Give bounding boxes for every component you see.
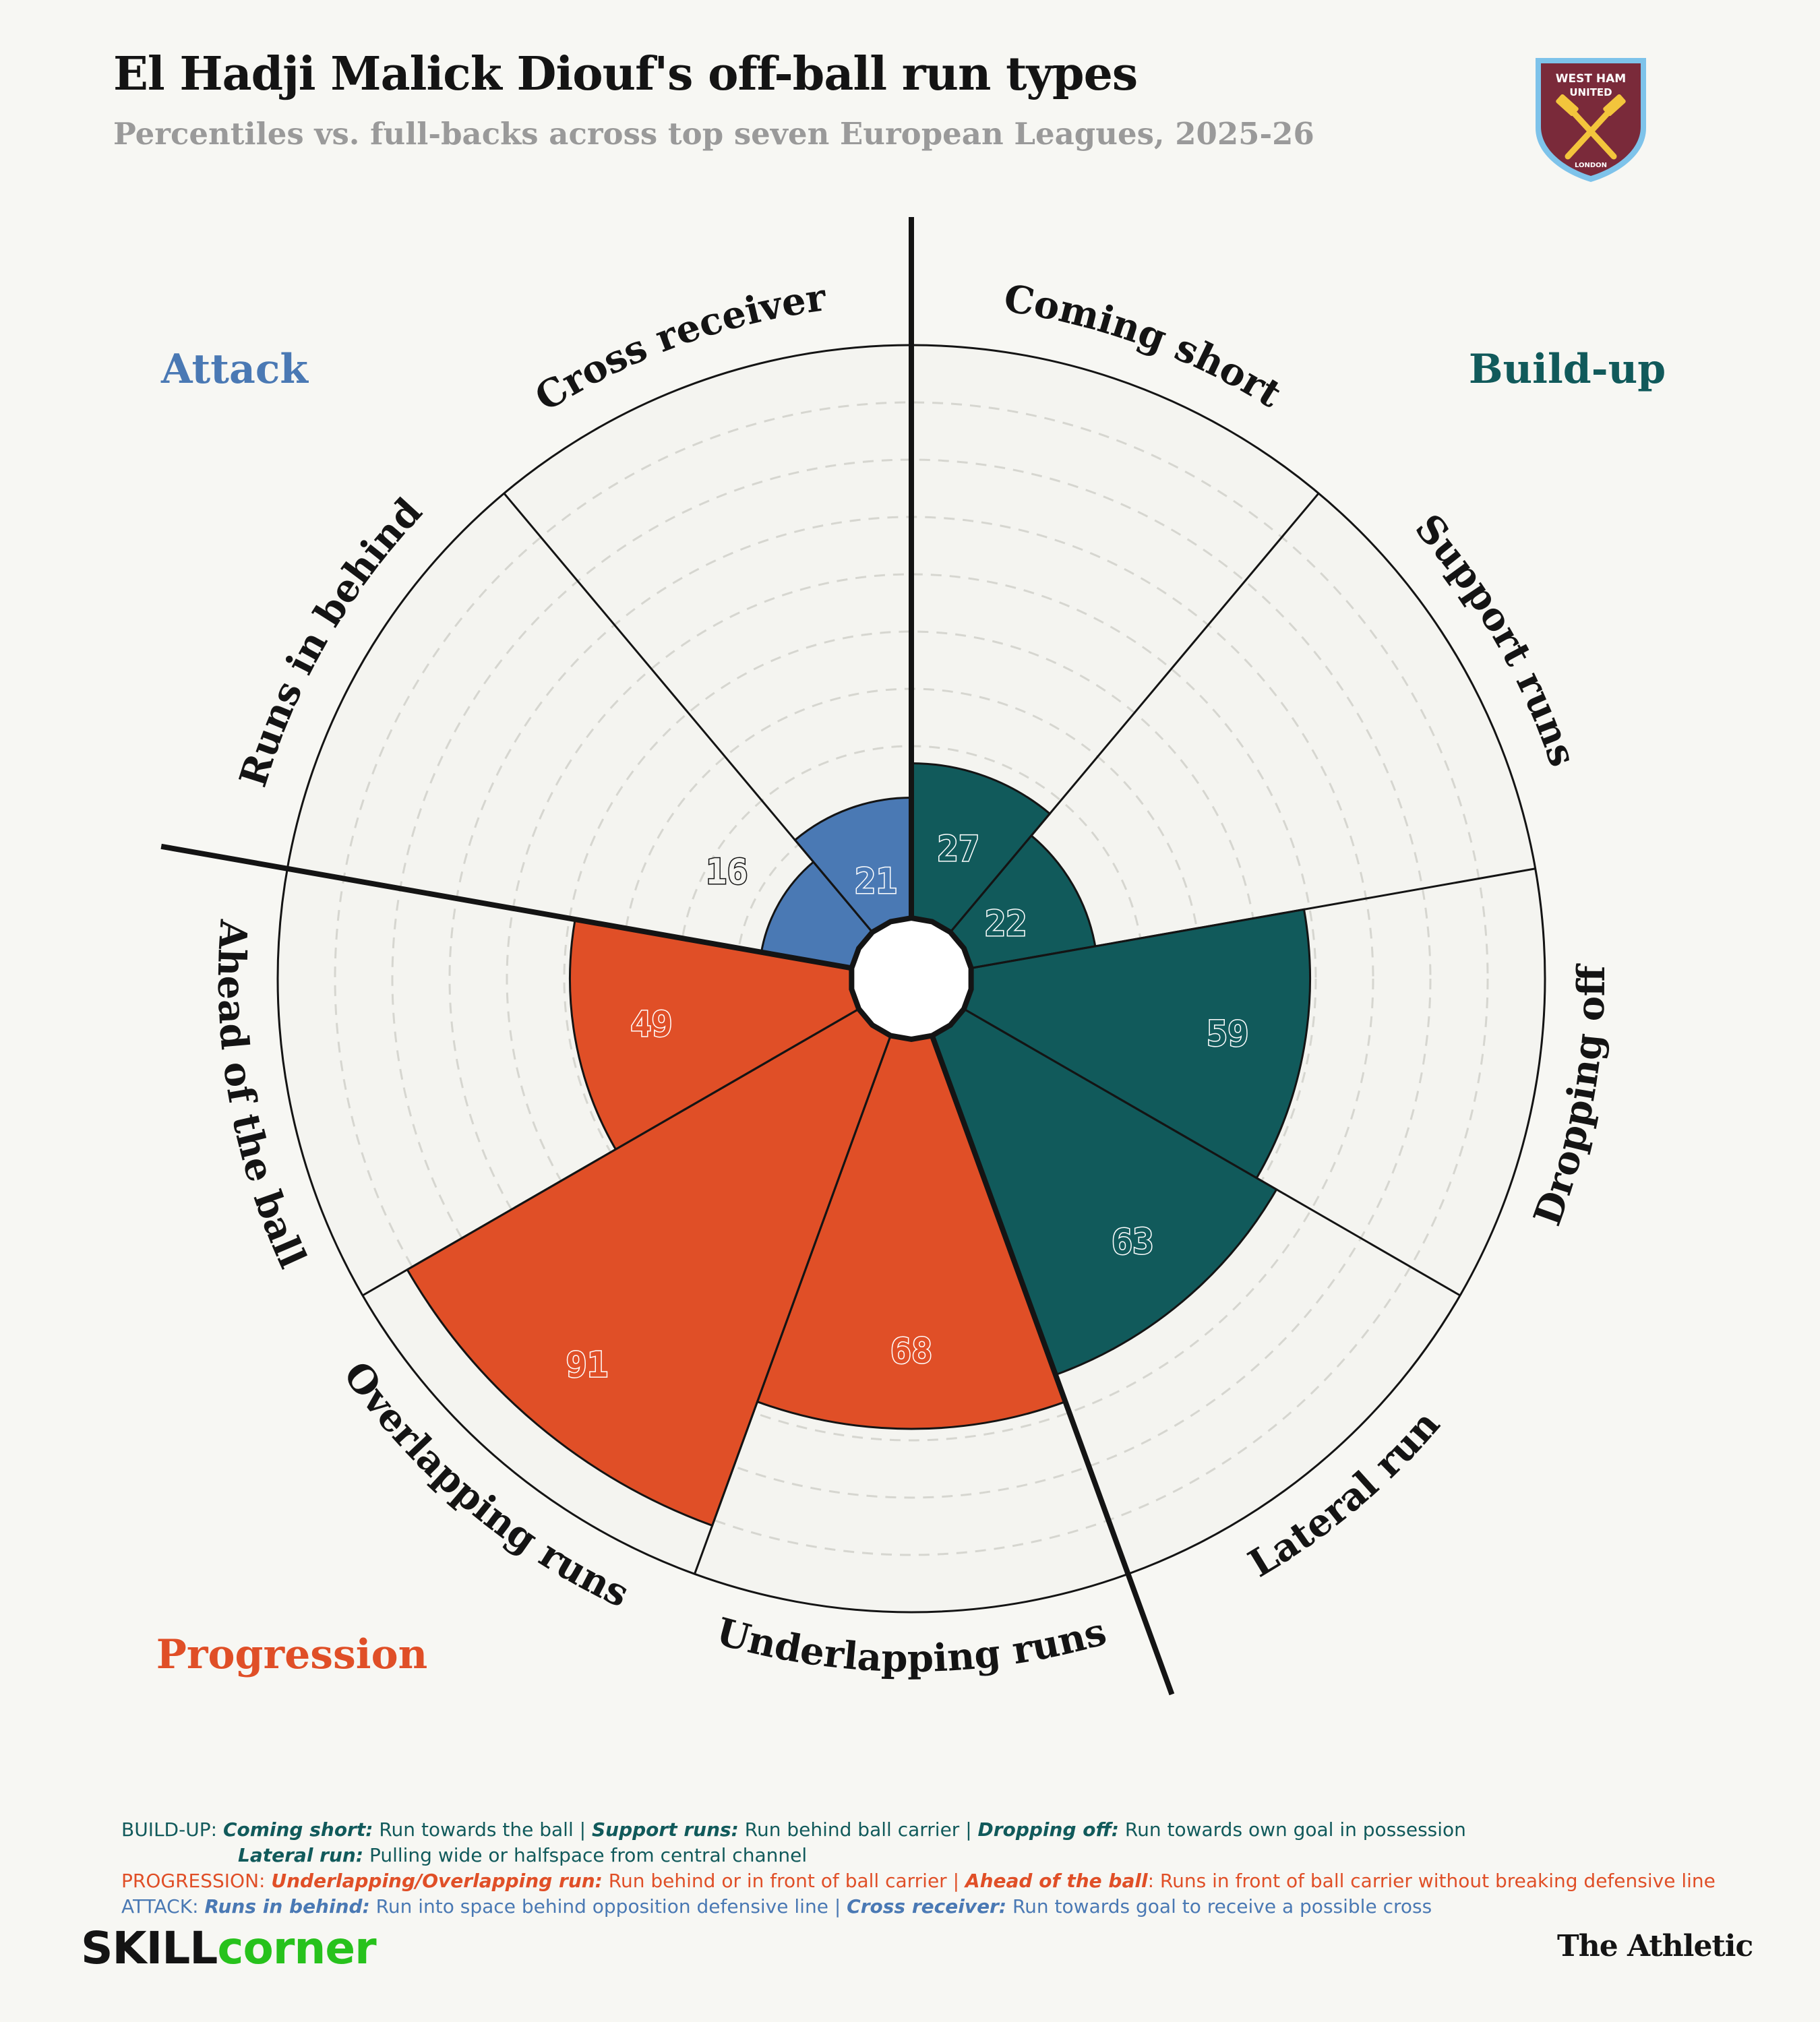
category-divider [362, 1008, 859, 1297]
center-hub [849, 915, 974, 1043]
value-label: 63 [1112, 1222, 1154, 1262]
crest-text-2: UNITED [1569, 86, 1612, 98]
group-divider [930, 1035, 1175, 1696]
grid-ring [391, 458, 1432, 1499]
value-label: 21 [855, 861, 897, 902]
category-divider [694, 1035, 892, 1574]
category-divider [971, 867, 1536, 969]
value-label: 68 [890, 1331, 933, 1372]
legend-buildup-2: Lateral run: Pulling wide or halfspace f… [238, 1844, 808, 1866]
value-label: 49 [630, 1004, 673, 1045]
category-divider [503, 492, 874, 933]
value-label: 91 [566, 1345, 609, 1385]
definitions-legend: BUILD-UP: Coming short: Run towards the … [121, 1817, 1739, 1920]
legend-buildup: BUILD-UP: Coming short: Run towards the … [121, 1818, 1466, 1841]
category-divider [949, 492, 1320, 933]
value-label: 22 [985, 904, 1027, 944]
group-label: Progression [156, 1631, 427, 1678]
value-label: 59 [1207, 1014, 1249, 1055]
value-label: 27 [938, 829, 980, 869]
crest-text-3: LONDON [1575, 162, 1607, 169]
legend-progression: PROGRESSION: Underlapping/Overlapping ru… [121, 1870, 1716, 1892]
category-divider [963, 1008, 1461, 1297]
chart-title: El Hadji Malick Diouf's off-ball run typ… [113, 47, 1138, 101]
category-label: Underlapping runs [712, 1610, 1111, 1682]
group-label: Build-up [1469, 346, 1666, 393]
group-divider [160, 843, 853, 971]
value-label: 16 [706, 852, 748, 892]
chart-subtitle: Percentiles vs. full-backs across top se… [113, 116, 1314, 152]
crest-text-1: WEST HAM [1556, 72, 1626, 86]
legend-attack: ATTACK: Runs in behind: Run into space b… [121, 1895, 1432, 1918]
group-label: Attack [160, 346, 309, 393]
grid-ring [334, 401, 1489, 1556]
the-athletic-logo: The Athletic [1557, 1929, 1753, 1963]
west-ham-crest-logo: WEST HAM UNITED LONDON [1536, 58, 1646, 182]
grid-ring [506, 573, 1317, 1384]
skillcorner-logo: SKILLcorner [81, 1922, 377, 1974]
